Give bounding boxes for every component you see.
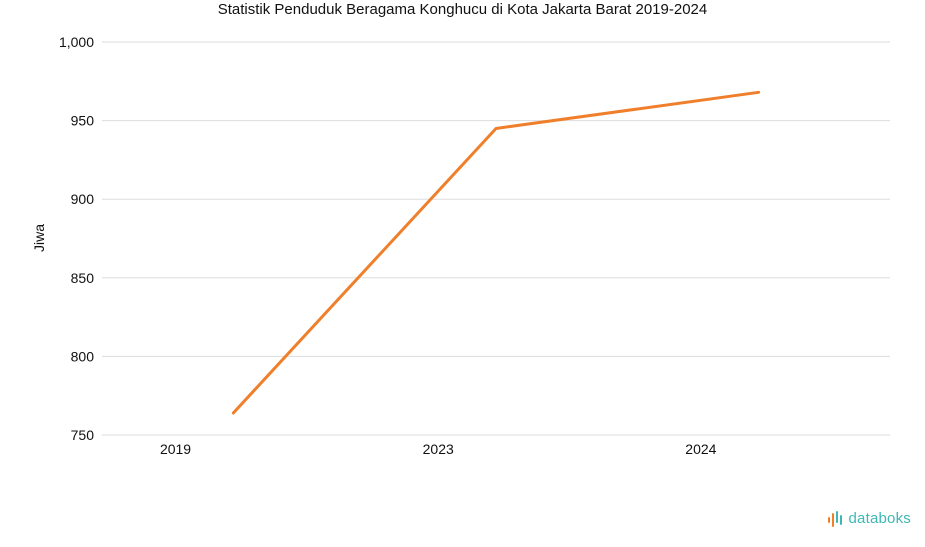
x-tick-label: 2019 bbox=[160, 441, 191, 457]
y-tick-label: 850 bbox=[71, 270, 95, 286]
databoks-logo-text: databoks bbox=[848, 510, 911, 527]
series-line bbox=[231, 90, 761, 415]
y-tick-label: 1,000 bbox=[59, 34, 94, 50]
y-tick-label: 750 bbox=[71, 427, 95, 443]
databoks-logo-icon bbox=[827, 510, 842, 527]
chart-title: Statistik Penduduk Beragama Konghucu di … bbox=[217, 1, 708, 18]
x-tick-label: 2024 bbox=[685, 441, 716, 457]
x-tick-label: 2023 bbox=[423, 441, 454, 457]
y-tick-label: 950 bbox=[71, 113, 95, 129]
x-tick-labels: 2019 2023 2024 bbox=[160, 441, 717, 457]
series-group bbox=[231, 90, 761, 415]
y-tick-label: 800 bbox=[71, 348, 95, 364]
databoks-logo: databoks bbox=[827, 510, 911, 527]
y-tick-labels: 750 800 850 900 950 1,000 bbox=[59, 34, 94, 443]
grid-lines bbox=[102, 41, 890, 436]
y-axis-label: Jiwa bbox=[31, 224, 47, 252]
y-tick-label: 900 bbox=[71, 191, 95, 207]
